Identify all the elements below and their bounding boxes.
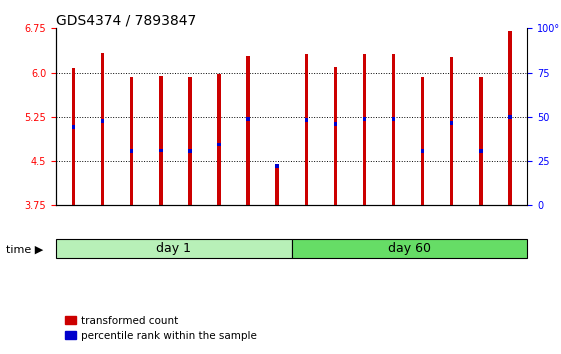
Bar [101, 119, 104, 123]
FancyBboxPatch shape [292, 239, 527, 258]
Bar [72, 125, 75, 129]
Bar [72, 68, 75, 205]
Bar [479, 149, 482, 153]
Bar [159, 75, 163, 205]
Bar [275, 164, 279, 168]
Bar [479, 77, 482, 205]
Text: day 1: day 1 [157, 242, 191, 255]
Text: GDS4374 / 7893847: GDS4374 / 7893847 [56, 13, 196, 27]
Bar [130, 77, 134, 205]
Bar [246, 56, 250, 205]
Bar [450, 57, 453, 205]
Text: time ▶: time ▶ [6, 245, 43, 255]
Bar [450, 121, 453, 125]
Bar [334, 122, 337, 126]
Bar [508, 115, 512, 119]
FancyBboxPatch shape [56, 239, 292, 258]
Bar [217, 74, 220, 205]
Legend: transformed count, percentile rank within the sample: transformed count, percentile rank withi… [61, 312, 261, 345]
Bar [392, 54, 396, 205]
Bar [421, 149, 424, 153]
Bar [101, 53, 104, 205]
Bar [363, 54, 366, 205]
Bar [334, 67, 337, 205]
Bar [217, 143, 220, 147]
Bar [188, 149, 192, 153]
Bar [305, 54, 308, 205]
Bar [363, 117, 366, 121]
Bar [421, 77, 424, 205]
Bar [159, 149, 163, 153]
Bar [246, 117, 250, 121]
Bar [305, 118, 308, 122]
Bar [508, 31, 512, 205]
Bar [188, 77, 192, 205]
Bar [130, 149, 134, 153]
Text: day 60: day 60 [388, 242, 431, 255]
Bar [392, 117, 396, 121]
Bar [275, 164, 279, 205]
